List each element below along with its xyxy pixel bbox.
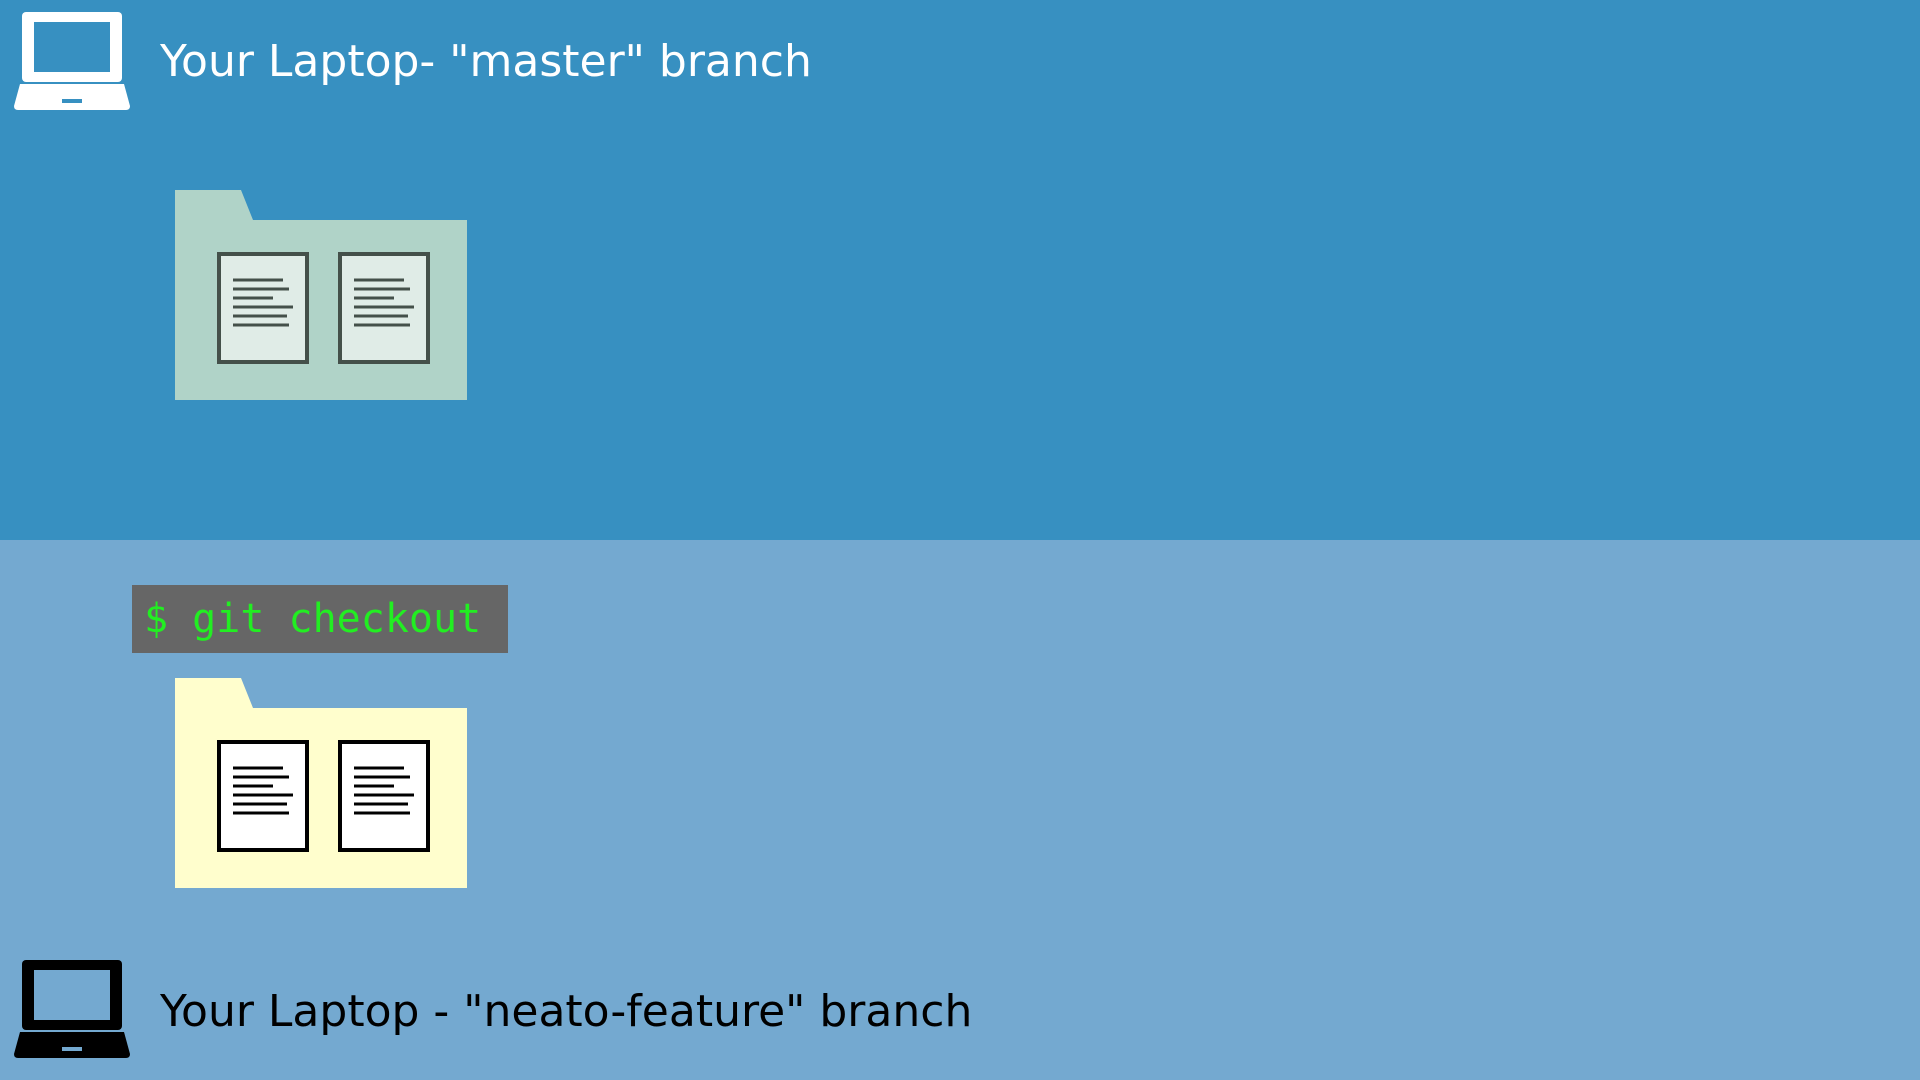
document-icon	[338, 740, 430, 852]
laptop-icon	[14, 12, 130, 110]
git-checkout-command: $ git checkout	[132, 585, 508, 653]
master-branch-title: Your Laptop- "master" branch	[160, 36, 812, 87]
master-branch-panel: Your Laptop- "master" branch	[0, 0, 1920, 540]
master-folder-icon	[175, 190, 467, 400]
document-icon	[217, 252, 309, 364]
feature-folder-icon	[175, 678, 467, 888]
document-icon	[217, 740, 309, 852]
feature-branch-title: Your Laptop - "neato-feature" branch	[160, 986, 973, 1037]
document-icon	[338, 252, 430, 364]
laptop-icon	[14, 960, 130, 1058]
